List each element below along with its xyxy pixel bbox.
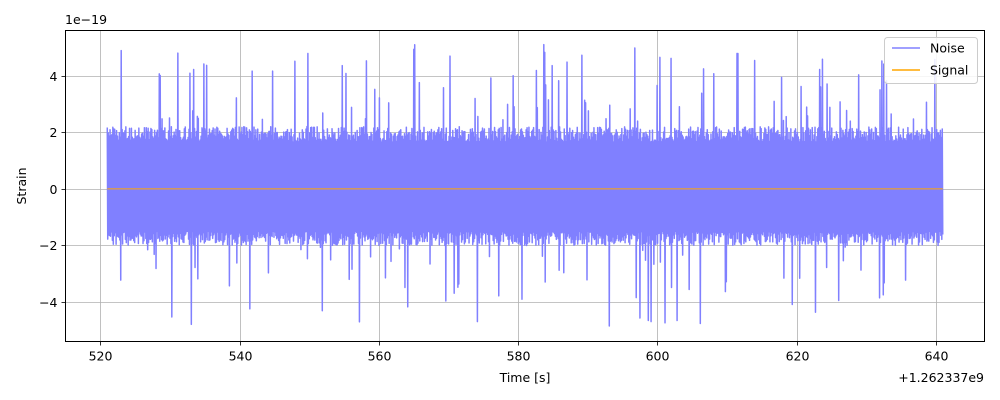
- legend-noise-label: Noise: [930, 41, 965, 56]
- y-tick-label: 2: [50, 125, 58, 140]
- y-axis-label: Strain: [14, 167, 29, 204]
- y-exponent-label: 1e−19: [65, 12, 107, 27]
- x-tick-label: 580: [507, 349, 531, 364]
- x-axis-ticks: 520 540 560 580 600 620 640: [89, 341, 949, 364]
- y-tick-label: −2: [39, 238, 57, 253]
- x-tick-label: 620: [786, 349, 810, 364]
- y-tick-label: 0: [50, 182, 58, 197]
- x-tick-label: 560: [368, 349, 392, 364]
- legend-box: [884, 37, 978, 84]
- x-axis-label: Time [s]: [499, 370, 551, 385]
- x-tick-label: 520: [89, 349, 113, 364]
- noise-series-line: [106, 43, 944, 327]
- y-axis-ticks: −4 −2 0 2 4: [39, 69, 66, 310]
- y-tick-label: 4: [50, 69, 58, 84]
- x-tick-label: 600: [646, 349, 670, 364]
- y-tick-label: −4: [39, 295, 57, 310]
- plot-frame: [65, 30, 985, 342]
- x-tick-label: 540: [229, 349, 253, 364]
- legend: Noise Signal: [884, 37, 978, 84]
- x-tick-label: 640: [925, 349, 949, 364]
- plot-series: [106, 43, 944, 327]
- x-offset-label: +1.262337e9: [898, 370, 984, 385]
- legend-signal-label: Signal: [930, 63, 968, 78]
